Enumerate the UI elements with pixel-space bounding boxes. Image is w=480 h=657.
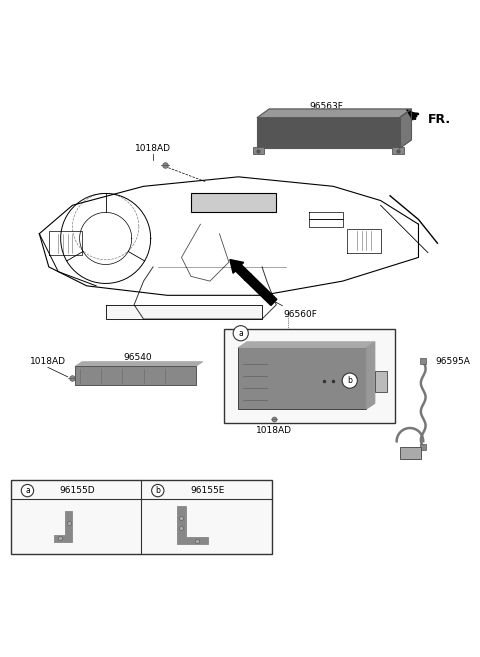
FancyArrow shape <box>230 260 277 306</box>
Text: 96155E: 96155E <box>191 486 225 495</box>
Bar <box>191 193 276 212</box>
Text: 1018AD: 1018AD <box>135 144 171 153</box>
Text: 96540: 96540 <box>123 353 152 361</box>
Text: 96155D: 96155D <box>60 486 95 495</box>
Polygon shape <box>407 110 416 120</box>
Text: 96563F: 96563F <box>309 102 343 112</box>
Bar <box>252 147 264 154</box>
Bar <box>375 371 387 392</box>
Text: 96595A: 96595A <box>435 357 470 366</box>
Text: 1018AD: 1018AD <box>256 426 292 435</box>
Text: b: b <box>156 486 160 495</box>
Bar <box>224 328 395 423</box>
Circle shape <box>152 484 164 497</box>
Polygon shape <box>177 507 207 544</box>
Polygon shape <box>54 511 72 542</box>
Text: 1018AD: 1018AD <box>30 357 66 367</box>
Bar <box>393 147 404 154</box>
Polygon shape <box>239 342 375 348</box>
Polygon shape <box>399 109 411 148</box>
Bar <box>11 480 272 554</box>
Polygon shape <box>106 305 262 319</box>
Text: b: b <box>348 376 352 385</box>
Text: a: a <box>25 486 30 495</box>
Bar <box>257 118 399 148</box>
Bar <box>399 447 421 459</box>
Circle shape <box>233 326 248 341</box>
Polygon shape <box>366 342 375 409</box>
Circle shape <box>21 484 34 497</box>
Text: 96560F: 96560F <box>283 311 317 319</box>
Polygon shape <box>75 361 203 367</box>
Bar <box>239 348 366 409</box>
Text: FR.: FR. <box>428 113 451 126</box>
Bar <box>75 367 196 386</box>
Text: a: a <box>239 328 243 338</box>
Polygon shape <box>257 109 411 118</box>
Circle shape <box>342 373 357 388</box>
